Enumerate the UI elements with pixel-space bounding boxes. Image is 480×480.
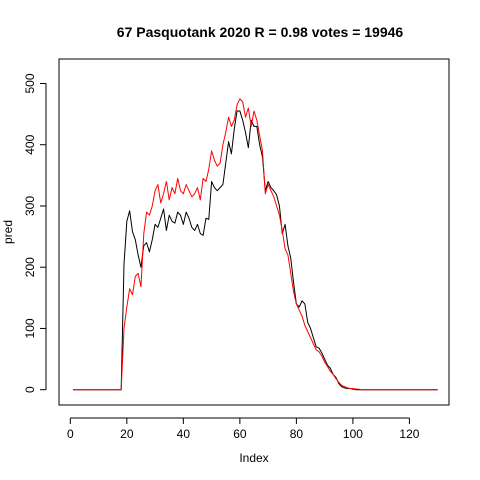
series-line-2	[73, 98, 438, 391]
y-tick-label: 100	[23, 318, 37, 338]
y-tick-label: 400	[23, 134, 37, 154]
chart-title: 67 Pasquotank 2020 R = 0.98 votes = 1994…	[117, 24, 404, 40]
x-axis: 0 20 40 60 80 100 120	[67, 417, 420, 441]
x-tick-label: 60	[233, 427, 247, 441]
series-layer	[73, 98, 438, 391]
x-tick-label: 40	[177, 427, 191, 441]
y-axis-label: pred	[1, 220, 15, 244]
x-axis-label: Index	[239, 451, 268, 465]
y-axis: 0 100 200 300 400 500	[23, 73, 47, 393]
x-tick-label: 120	[399, 427, 419, 441]
y-tick-label: 200	[23, 257, 37, 277]
x-tick-label: 100	[343, 427, 363, 441]
x-tick-label: 0	[67, 427, 74, 441]
y-tick-label: 500	[23, 73, 37, 93]
x-tick-label: 20	[120, 427, 134, 441]
series-line-1	[73, 110, 438, 391]
y-tick-label: 300	[23, 196, 37, 216]
y-tick-label: 0	[23, 386, 37, 393]
x-tick-label: 80	[290, 427, 304, 441]
plot-frame	[58, 58, 450, 406]
